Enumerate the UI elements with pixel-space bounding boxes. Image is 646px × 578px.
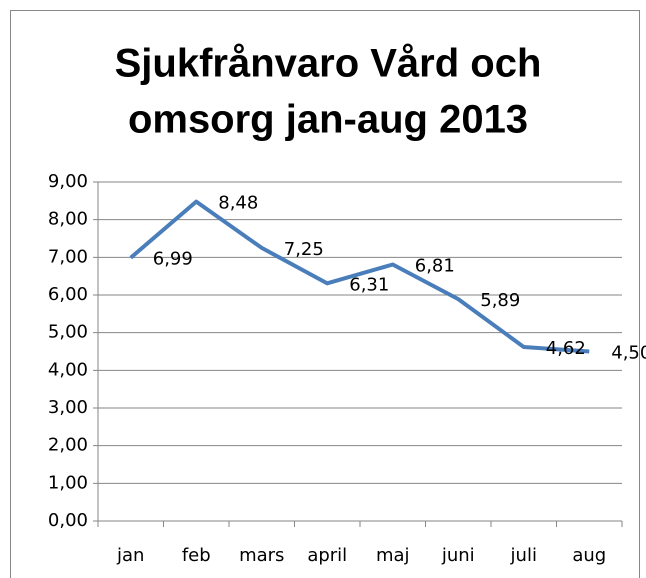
x-tick-label: mars (239, 545, 284, 566)
data-label: 6,81 (415, 255, 455, 276)
chart-title: Sjukfrånvaro Vård och (115, 42, 542, 86)
y-tick-label: 9,00 (48, 171, 88, 192)
x-tick-label: juli (510, 545, 537, 566)
x-tick-label: maj (376, 545, 410, 566)
data-label: 4,62 (546, 338, 586, 359)
data-label: 6,31 (349, 274, 389, 295)
y-tick-label: 0,00 (48, 510, 88, 531)
data-label: 8,48 (218, 193, 258, 214)
data-label: 6,99 (153, 249, 193, 270)
chart-title: omsorg jan-aug 2013 (128, 98, 528, 142)
y-tick-label: 6,00 (48, 284, 88, 305)
x-tick-label: jan (116, 545, 144, 566)
y-tick-label: 2,00 (48, 435, 88, 456)
x-tick-label: aug (572, 545, 606, 566)
data-line (129, 199, 590, 354)
data-label: 7,25 (284, 239, 324, 260)
x-tick-label: juni (441, 545, 475, 566)
y-tick-label: 8,00 (48, 209, 88, 230)
y-tick-label: 5,00 (48, 322, 88, 343)
y-tick-label: 3,00 (48, 397, 88, 418)
x-tick-label: feb (182, 545, 211, 566)
x-tick-label: april (307, 545, 347, 566)
data-label: 4,50 (611, 343, 646, 364)
chart-frame (10, 10, 640, 578)
data-label: 5,89 (480, 290, 520, 311)
y-tick-label: 7,00 (48, 246, 88, 267)
y-tick-label: 1,00 (48, 472, 88, 493)
y-tick-label: 4,00 (48, 359, 88, 380)
